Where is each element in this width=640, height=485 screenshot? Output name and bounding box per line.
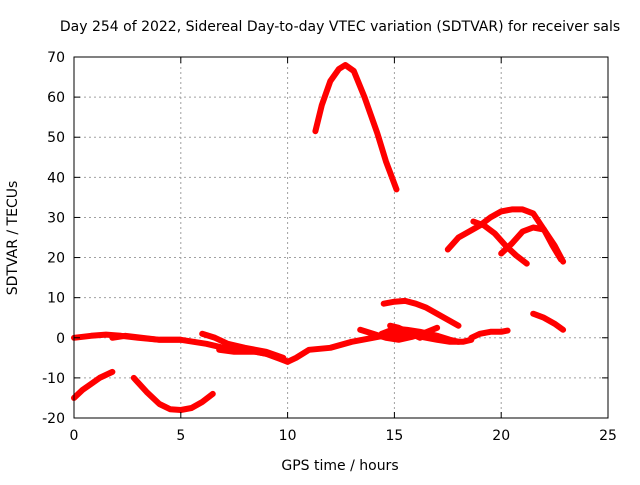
series-layer xyxy=(71,62,567,413)
x-tick-label: 20 xyxy=(492,428,510,444)
y-tick-label: 30 xyxy=(47,210,65,226)
chart-title: Day 254 of 2022, Sidereal Day-to-day VTE… xyxy=(60,19,620,35)
x-tick-label: 10 xyxy=(279,428,297,444)
series-line-arc-13 xyxy=(470,218,530,267)
y-tick-label: 0 xyxy=(56,331,65,347)
series-line-arc-08 xyxy=(378,326,462,345)
series-line-arc-11 xyxy=(380,297,462,329)
tick-layer: 0 5 10 15 20 25 -20 -10 0 10 20 30 40 50 60 70 xyxy=(42,50,617,444)
y-tick-label: 50 xyxy=(47,130,65,146)
y-tick-label: 60 xyxy=(47,90,65,106)
series-line-arc-03 xyxy=(109,332,184,343)
y-tick-label: -10 xyxy=(42,371,65,387)
x-axis-label: GPS time / hours xyxy=(281,458,398,474)
x-tick-label: 15 xyxy=(385,428,403,444)
y-axis-label: SDTVAR / TECUs xyxy=(5,181,21,296)
series-line-arc-15 xyxy=(468,327,511,341)
series-line-arc-07 xyxy=(312,62,400,193)
x-tick-label: 25 xyxy=(599,428,617,444)
series-line-arc-04 xyxy=(130,374,216,413)
series-line-arc-10 xyxy=(387,322,423,341)
grid-layer xyxy=(74,57,608,418)
series-line-arc-01 xyxy=(71,368,116,401)
y-tick-label: 20 xyxy=(47,251,65,267)
plot-frame xyxy=(73,56,609,419)
series-line-arc-09 xyxy=(357,324,441,343)
x-tick-label: 5 xyxy=(176,428,185,444)
series-line-arc-06 xyxy=(216,346,291,365)
y-tick-label: -20 xyxy=(42,411,65,427)
y-tick-label: 40 xyxy=(47,170,65,186)
y-tick-label: 70 xyxy=(47,50,65,66)
y-tick-label: 10 xyxy=(47,291,65,307)
series-line-arc-14 xyxy=(498,224,567,265)
series-line-arc-16 xyxy=(530,310,567,333)
x-tick-label: 0 xyxy=(70,428,79,444)
